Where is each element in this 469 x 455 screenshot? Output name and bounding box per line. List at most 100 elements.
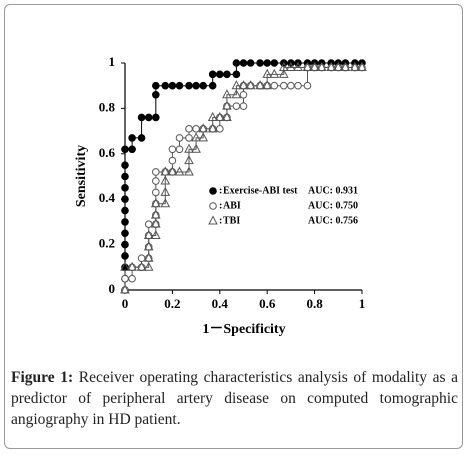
chart: Sensitivity 1－Specificity 0 0.2 0.4 0.6 0.8 1… <box>74 54 367 337</box>
data-point <box>214 111 225 121</box>
data-point <box>152 168 160 176</box>
data-point <box>293 61 303 72</box>
y-tick-label: 1 <box>109 54 116 69</box>
data-point <box>128 274 136 283</box>
data-point <box>333 61 344 72</box>
legend-note: AUC: 0.756 <box>308 215 358 226</box>
data-point <box>287 81 295 90</box>
data-point <box>269 68 280 78</box>
data-point <box>137 134 146 142</box>
legend-label: TBI <box>223 215 240 226</box>
data-point <box>286 61 296 72</box>
data-point <box>174 166 185 176</box>
legend-separator: : <box>219 200 222 211</box>
data-point <box>152 188 160 197</box>
data-point <box>160 186 171 196</box>
data-point <box>168 81 177 90</box>
data-point <box>121 161 129 169</box>
y-tick-label: 0.8 <box>99 99 116 114</box>
data-point <box>262 68 273 78</box>
data-point <box>184 155 194 165</box>
caption: Figure 1: Receiver operating characteris… <box>11 367 458 430</box>
data-point <box>191 143 201 153</box>
x-axis-title: 1－Specificity <box>202 322 285 337</box>
data-point <box>278 61 289 72</box>
data-point <box>207 111 218 121</box>
data-point <box>143 229 154 240</box>
data-point <box>216 70 224 79</box>
data-point <box>143 261 154 271</box>
data-point <box>121 145 129 154</box>
data-point <box>185 134 193 142</box>
data-point <box>185 81 193 90</box>
data-point <box>150 229 161 240</box>
data-point <box>208 81 217 90</box>
data-point <box>262 80 273 90</box>
data-point <box>121 172 129 181</box>
data-point <box>136 261 147 271</box>
data-point <box>198 132 209 142</box>
data-point <box>231 80 242 90</box>
data-point <box>144 220 153 228</box>
data-point <box>191 132 201 142</box>
legend-label: Exercise-ABI test <box>223 185 298 196</box>
data-point <box>128 145 136 154</box>
data-point <box>121 218 129 226</box>
data-point <box>302 61 313 72</box>
data-point <box>239 90 248 99</box>
x-tick-label: 0.6 <box>259 296 276 311</box>
data-point <box>270 81 279 90</box>
legend-note: AUC: 0.750 <box>308 200 358 211</box>
figure <box>4 4 463 449</box>
x-tick-label: 1 <box>359 296 366 311</box>
data-point <box>279 81 288 90</box>
data-point <box>175 81 184 90</box>
data-point <box>263 59 272 67</box>
data-point <box>239 102 248 110</box>
legend-note: AUC: 0.931 <box>308 185 358 196</box>
legend-label: ABI <box>223 200 241 211</box>
data-point <box>198 123 209 133</box>
data-point <box>152 177 160 185</box>
legend-separator: : <box>219 185 222 196</box>
data-point <box>192 81 200 90</box>
data-point <box>309 61 320 72</box>
legend-marker <box>209 187 217 195</box>
x-tick-label: 0.2 <box>164 296 180 311</box>
data-point <box>160 175 171 185</box>
data-point <box>340 61 351 72</box>
data-point <box>143 241 154 251</box>
data-point <box>222 89 232 99</box>
data-point <box>150 198 161 208</box>
data-point <box>121 195 129 203</box>
series-line <box>124 67 362 290</box>
data-point <box>326 61 337 72</box>
data-point <box>121 184 129 192</box>
y-tick-label: 0 <box>109 281 116 296</box>
data-point <box>245 80 256 90</box>
data-point <box>222 100 232 110</box>
data-point <box>175 134 184 142</box>
y-tick-label: 0.6 <box>99 145 116 160</box>
data-point <box>255 80 265 90</box>
data-point <box>128 134 136 142</box>
data-point <box>150 218 161 228</box>
data-point <box>168 156 177 165</box>
data-point <box>238 80 249 90</box>
data-point <box>152 81 160 90</box>
legend-separator: : <box>219 215 222 226</box>
y-axis-title: Sensitivity <box>74 145 89 207</box>
data-point <box>231 89 242 99</box>
x-tick-label: 0.4 <box>212 296 229 311</box>
data-point <box>120 261 130 271</box>
data-point <box>278 68 289 78</box>
data-point <box>222 111 232 121</box>
caption-text: Receiver operating characteristics analy… <box>11 369 459 428</box>
caption-label: Figure 1: <box>11 369 74 386</box>
data-point <box>168 145 177 154</box>
data-point <box>152 90 160 99</box>
data-point <box>199 81 208 90</box>
data-point <box>208 70 217 79</box>
data-point <box>137 254 146 263</box>
data-point <box>232 70 241 79</box>
